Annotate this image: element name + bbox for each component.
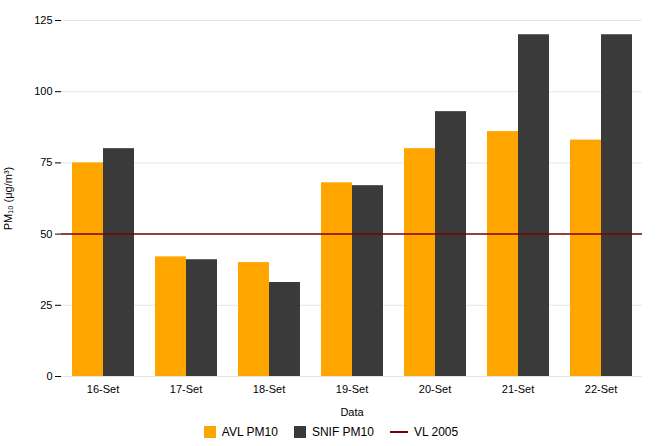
- svg-text:125: 125: [34, 14, 52, 26]
- svg-text:17-Set: 17-Set: [170, 383, 202, 395]
- html-text:AVL PM10: AVL PM10: [221, 425, 278, 439]
- svg-text:18-Set: 18-Set: [253, 383, 285, 395]
- html-text:SNIF PM10: SNIF PM10: [311, 425, 374, 439]
- html-text:VL 2005: VL 2005: [413, 425, 459, 439]
- svg-text:20-Set: 20-Set: [419, 383, 451, 395]
- svg-text:21-Set: 21-Set: [502, 383, 534, 395]
- svg-text:100: 100: [34, 85, 52, 97]
- svg-text:19-Set: 19-Set: [336, 383, 368, 395]
- svg-text:22-Set: 22-Set: [585, 383, 617, 395]
- svg-text:75: 75: [40, 156, 52, 168]
- svg-text:Data: Data: [340, 406, 364, 418]
- svg-text:16-Set: 16-Set: [87, 383, 119, 395]
- svg-text:0: 0: [46, 370, 52, 382]
- svg-text:25: 25: [40, 299, 52, 311]
- svg-text:50: 50: [40, 228, 52, 240]
- svg-text:PM₁₀ (μg/m³): PM₁₀ (μg/m³): [2, 167, 14, 231]
